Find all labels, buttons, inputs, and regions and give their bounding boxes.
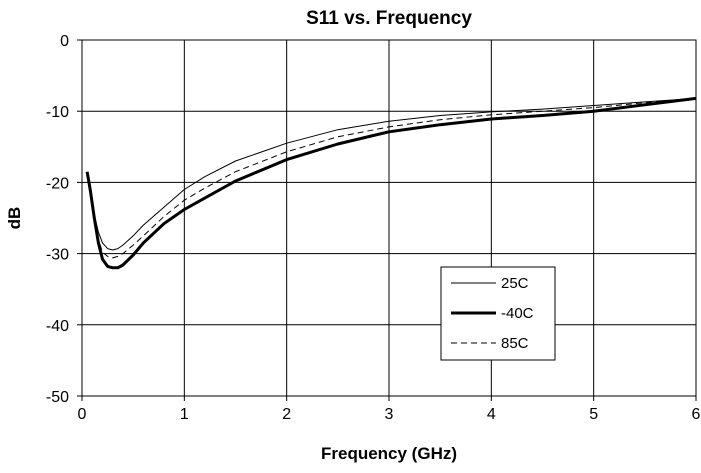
x-tick-label: 5 xyxy=(589,406,598,423)
x-tick-label: 1 xyxy=(180,406,189,423)
legend-label: 85C xyxy=(501,335,529,352)
y-tick-label: -10 xyxy=(46,104,69,121)
legend-label: 25C xyxy=(501,275,529,292)
x-tick-label: 4 xyxy=(487,406,496,423)
chart-title: S11 vs. Frequency xyxy=(306,8,472,29)
y-tick-label: 0 xyxy=(60,33,69,50)
ticks: 0 1 2 3 4 5 6 0 -10 -20 -30 -40 -50 xyxy=(46,33,701,423)
legend-label: -40C xyxy=(501,305,534,322)
x-axis-label: Frequency (GHz) xyxy=(321,444,457,463)
y-tick-label: -20 xyxy=(46,175,69,192)
legend: 25C -40C 85C xyxy=(440,266,556,361)
x-tick-label: 6 xyxy=(692,406,701,423)
series-lines xyxy=(85,96,697,270)
y-tick-label: -50 xyxy=(46,389,69,406)
y-axis-label: dB xyxy=(5,207,24,230)
x-tick-label: 0 xyxy=(78,406,87,423)
y-tick-label: -40 xyxy=(46,318,69,335)
series-line-25c xyxy=(86,97,697,251)
x-tick-label: 3 xyxy=(385,406,394,423)
y-tick-label: -30 xyxy=(46,247,69,264)
series-line-85c xyxy=(86,97,697,259)
x-tick-label: 2 xyxy=(282,406,291,423)
series-line--40c xyxy=(85,96,697,270)
